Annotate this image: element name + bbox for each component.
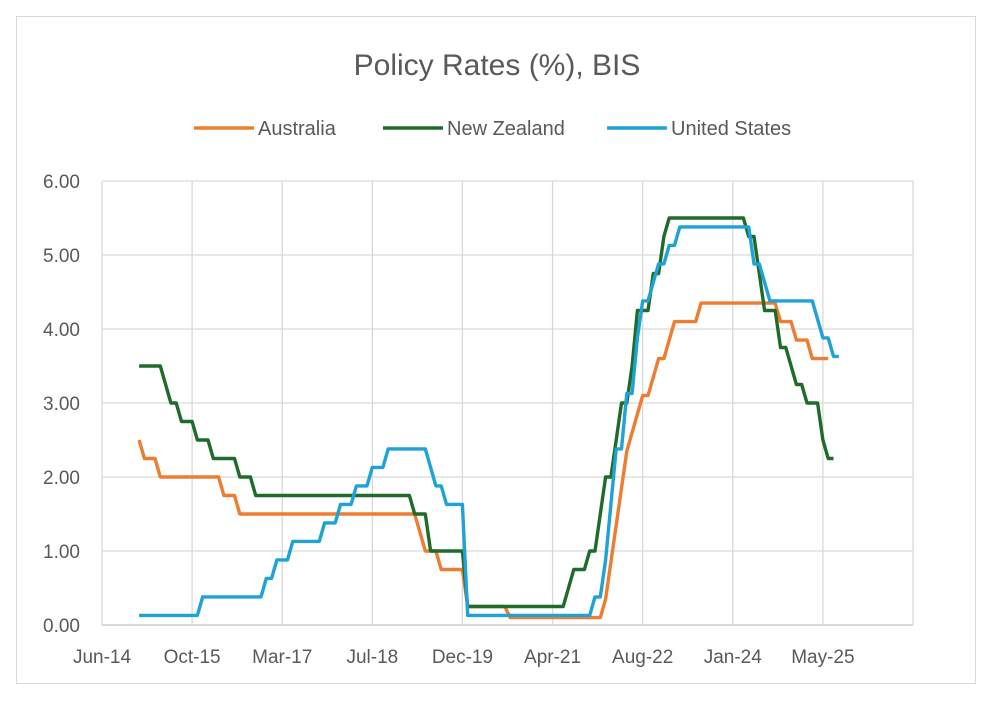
legend-label: United States (671, 118, 791, 140)
x-axis-tick-labels: Jun-14 Oct-15 Mar-17 Jul-18 Dec-19 Apr-21 Aug-… (73, 647, 855, 668)
y-tick-label: 2.00 (43, 468, 80, 489)
x-tick-label: Jan-24 (704, 647, 763, 668)
y-tick-label: 6.00 (43, 172, 80, 193)
series-line-australia (137, 301, 829, 620)
y-tick-label: 4.00 (43, 320, 80, 341)
y-tick-label: 3.00 (43, 394, 80, 415)
x-tick-label: May-25 (791, 647, 854, 668)
x-tick-label: Mar-17 (252, 647, 312, 668)
x-tick-label: Jul-18 (346, 647, 398, 668)
series-line-new-zealand (139, 216, 834, 609)
y-tick-label: 1.00 (43, 542, 80, 563)
y-axis-tick-labels: 0.00 1.00 2.00 3.00 4.00 5.00 6.00 (43, 172, 80, 637)
chart-title: Policy Rates (%), BIS (354, 49, 641, 82)
chart-frame: Policy Rates (%), BIS Australia New Zeala… (16, 16, 976, 684)
x-tick-label: Jun-14 (73, 647, 132, 668)
series-lines (137, 216, 839, 620)
x-tick-label: Aug-22 (612, 647, 673, 668)
gridlines (101, 180, 914, 626)
legend-label: Australia (258, 118, 337, 140)
legend-label: New Zealand (447, 118, 565, 140)
y-tick-label: 5.00 (43, 246, 80, 267)
x-tick-label: Oct-15 (164, 647, 221, 668)
series-line-united-states (139, 225, 839, 618)
legend: Australia New Zealand United States (194, 118, 791, 140)
x-tick-label: Dec-19 (432, 647, 493, 668)
x-tick-label: Apr-21 (524, 647, 581, 668)
policy-rates-chart: Policy Rates (%), BIS Australia New Zeala… (43, 49, 914, 668)
y-tick-label: 0.00 (43, 616, 80, 637)
